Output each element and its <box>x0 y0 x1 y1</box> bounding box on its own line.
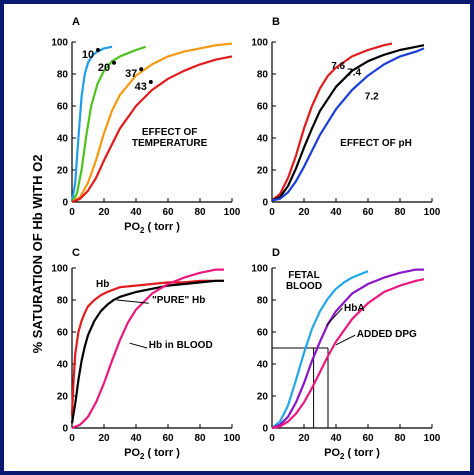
series-line-2 <box>71 42 233 203</box>
series-label: HbA <box>344 303 365 314</box>
y-tick-label: 0 <box>262 424 268 435</box>
series-line-1 <box>71 45 146 203</box>
label-leader <box>326 307 343 326</box>
x-tick-label: 60 <box>362 207 374 218</box>
x-tick-label: 20 <box>98 433 110 444</box>
series-label: 37 <box>125 68 137 80</box>
y-axis-title: % SATURATION OF Hb WITH O2 <box>30 155 45 354</box>
x-axis-title: PO2 ( torr ) <box>124 221 180 235</box>
x-tick-label: 40 <box>330 433 342 444</box>
series-label: 7.6 <box>331 61 345 72</box>
series-label: Hb in BLOOD <box>149 340 213 351</box>
degree-dot <box>96 48 100 52</box>
y-tick-label: 100 <box>251 38 268 49</box>
series-line-1 <box>70 279 224 424</box>
degree-dot <box>139 67 144 72</box>
degree-dot <box>148 80 153 84</box>
series-line-0 <box>271 270 369 429</box>
series-label: FETAL BLOOD <box>286 270 322 292</box>
panel-a: A 0 20 40 60 80 100 0 20 40 60 80 100 PO2 ( torr ) 10… <box>51 16 240 235</box>
panel-letter: A <box>72 16 80 28</box>
y-tick-label: 0 <box>62 198 68 209</box>
series-line-1 <box>271 44 425 202</box>
series-line-2 <box>271 47 425 202</box>
panel-letter: C <box>72 247 80 259</box>
x-tick-label: 0 <box>69 207 75 218</box>
series-label: 20 <box>98 62 110 74</box>
x-tick-label: 100 <box>224 207 241 218</box>
x-tick-label: 20 <box>98 207 110 218</box>
series-label: 10 <box>82 49 94 61</box>
series-label: 7.4 <box>347 68 361 79</box>
series-label: 7.2 <box>365 92 379 103</box>
degree-dot <box>112 60 116 65</box>
x-tick-label: 20 <box>298 207 310 218</box>
x-tick-label: 40 <box>330 207 342 218</box>
series-line-3 <box>71 55 233 204</box>
series-label: "PURE" Hb <box>152 295 205 306</box>
x-tick-label: 80 <box>394 433 406 444</box>
panel-c: C 0 20 40 60 80 100 0 20 40 60 80 100 PO2 ( torr ) Hb… <box>51 247 240 461</box>
figure-frame: A 0 20 40 60 80 100 0 20 40 60 80 100 PO2 ( torr ) 10… <box>4 4 470 471</box>
x-tick-label: 0 <box>269 433 275 444</box>
y-tick-label: 0 <box>62 424 68 435</box>
label-leader <box>335 334 356 346</box>
x-tick-label: 80 <box>194 207 206 218</box>
y-tick-label: 60 <box>257 102 269 113</box>
y-tick-label: 20 <box>57 166 69 177</box>
x-tick-label: 60 <box>162 433 174 444</box>
series-label: ADDED DPG <box>357 329 417 340</box>
series-line-0 <box>70 45 113 203</box>
x-axis-title: PO2 ( torr ) <box>324 447 380 461</box>
series-label: 43 <box>135 81 147 93</box>
series-line-0 <box>271 42 393 202</box>
y-tick-label: 60 <box>257 328 269 339</box>
panel-annotation: EFFECT OF TEMPERATURE <box>132 127 208 149</box>
series-line-2 <box>71 268 224 430</box>
y-tick-label: 40 <box>57 360 69 371</box>
y-tick-label: 20 <box>257 166 269 177</box>
panel-annotation: EFFECT OF pH <box>340 138 412 149</box>
series-line-1 <box>271 268 424 430</box>
panel-letter: B <box>272 16 280 28</box>
y-tick-label: 0 <box>262 198 268 209</box>
panel-letter: D <box>272 247 280 259</box>
y-tick-label: 100 <box>51 38 68 49</box>
x-tick-label: 80 <box>394 207 406 218</box>
y-tick-label: 80 <box>57 70 69 81</box>
y-tick-label: 20 <box>57 392 69 403</box>
y-tick-label: 80 <box>257 70 269 81</box>
x-tick-label: 0 <box>269 207 275 218</box>
x-tick-label: 100 <box>224 433 241 444</box>
x-tick-label: 20 <box>298 433 310 444</box>
x-tick-label: 60 <box>362 433 374 444</box>
y-tick-label: 80 <box>257 296 269 307</box>
y-tick-label: 100 <box>51 264 68 275</box>
x-tick-label: 60 <box>162 207 174 218</box>
y-tick-label: 60 <box>57 328 69 339</box>
x-tick-label: 40 <box>130 207 142 218</box>
series-line-2 <box>271 278 425 430</box>
y-tick-label: 80 <box>57 296 69 307</box>
y-tick-label: 40 <box>257 134 269 145</box>
y-tick-label: 40 <box>57 134 69 145</box>
label-leader <box>116 299 149 304</box>
x-tick-label: 100 <box>424 207 441 218</box>
y-tick-label: 40 <box>257 360 269 371</box>
y-tick-label: 60 <box>57 102 69 113</box>
series-label: Hb <box>96 279 109 290</box>
series-line-0 <box>70 279 224 416</box>
x-tick-label: 80 <box>194 433 206 444</box>
x-tick-label: 40 <box>130 433 142 444</box>
panel-d: D 0 20 40 60 80 100 0 20 40 60 80 100 PO2 ( torr ) FE… <box>251 247 440 461</box>
x-tick-label: 0 <box>69 433 75 444</box>
x-tick-label: 100 <box>424 433 441 444</box>
label-leader <box>129 342 148 349</box>
x-axis-title: PO2 ( torr ) <box>124 447 180 461</box>
panel-b: B 0 20 40 60 80 100 0 20 40 60 80 100 7.67.4 7.2 EFFEC… <box>251 16 440 218</box>
y-tick-label: 100 <box>251 264 268 275</box>
y-tick-label: 20 <box>257 392 269 403</box>
